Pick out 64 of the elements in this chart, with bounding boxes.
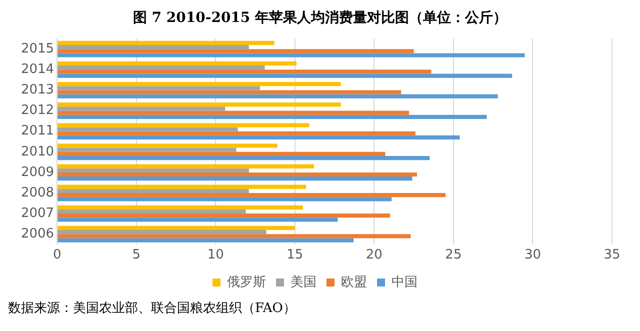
bar — [58, 205, 303, 210]
bar — [58, 197, 392, 202]
legend-label: 中国 — [392, 274, 418, 290]
source-note: 数据来源：美国农业部、联合国粮农组织（FAO） — [8, 300, 297, 318]
bar — [58, 70, 432, 74]
bar — [58, 214, 390, 218]
bar — [58, 110, 410, 115]
bar — [58, 94, 498, 98]
bar — [58, 90, 402, 94]
bar — [58, 193, 446, 198]
chart-title: 图 7 2010-2015 年苹果人均消费量对比图（单位：公斤） — [132, 9, 508, 28]
bar — [58, 127, 238, 132]
bar — [58, 176, 412, 181]
x-tick-label: 25 — [445, 248, 462, 263]
y-tick-label: 2008 — [20, 185, 54, 200]
x-tick-label: 0 — [52, 248, 62, 263]
bar — [58, 230, 266, 234]
x-tick-label: 35 — [604, 248, 620, 263]
legend-label: 美国 — [290, 274, 316, 290]
bar — [58, 156, 430, 160]
y-tick-label: 2014 — [20, 62, 54, 78]
bar — [58, 40, 274, 45]
bar — [58, 102, 341, 107]
bar — [58, 152, 386, 156]
bar — [58, 184, 306, 189]
x-tick-label: 30 — [524, 248, 541, 263]
bar — [58, 188, 249, 193]
bar — [58, 82, 341, 86]
bar — [58, 123, 310, 128]
bar — [58, 86, 260, 90]
y-tick-label: 2015 — [20, 41, 54, 56]
bar — [58, 144, 278, 148]
bar — [58, 49, 414, 54]
x-tick-label: 15 — [286, 248, 304, 263]
legend-label: 欧盟 — [341, 274, 367, 290]
y-tick-label: 2006 — [20, 226, 54, 242]
bar — [58, 114, 487, 119]
bar — [58, 164, 314, 168]
y-tick-label: 2011 — [20, 124, 54, 139]
y-tick-label: 2010 — [20, 144, 54, 160]
x-tick-label: 10 — [207, 248, 224, 263]
x-tick-label: 20 — [366, 248, 382, 263]
bar — [58, 148, 236, 152]
legend-label: 俄罗斯 — [227, 274, 266, 290]
bar — [58, 131, 416, 136]
bar — [58, 44, 249, 50]
x-tick-label: 5 — [132, 248, 140, 263]
bar — [58, 168, 249, 172]
bar — [58, 218, 338, 222]
y-tick-label: 2007 — [20, 206, 54, 221]
bar — [58, 106, 226, 111]
bar — [58, 74, 512, 78]
bar — [58, 226, 295, 230]
bar — [58, 209, 246, 214]
bar — [58, 238, 354, 242]
bar — [58, 66, 265, 70]
y-tick-label: 2012 — [20, 103, 54, 118]
bar — [58, 234, 411, 238]
bar — [58, 172, 417, 177]
y-tick-label: 2009 — [20, 164, 54, 180]
y-tick-label: 2013 — [20, 82, 54, 98]
bar — [58, 61, 296, 66]
bar — [58, 135, 460, 140]
bar — [58, 53, 525, 58]
